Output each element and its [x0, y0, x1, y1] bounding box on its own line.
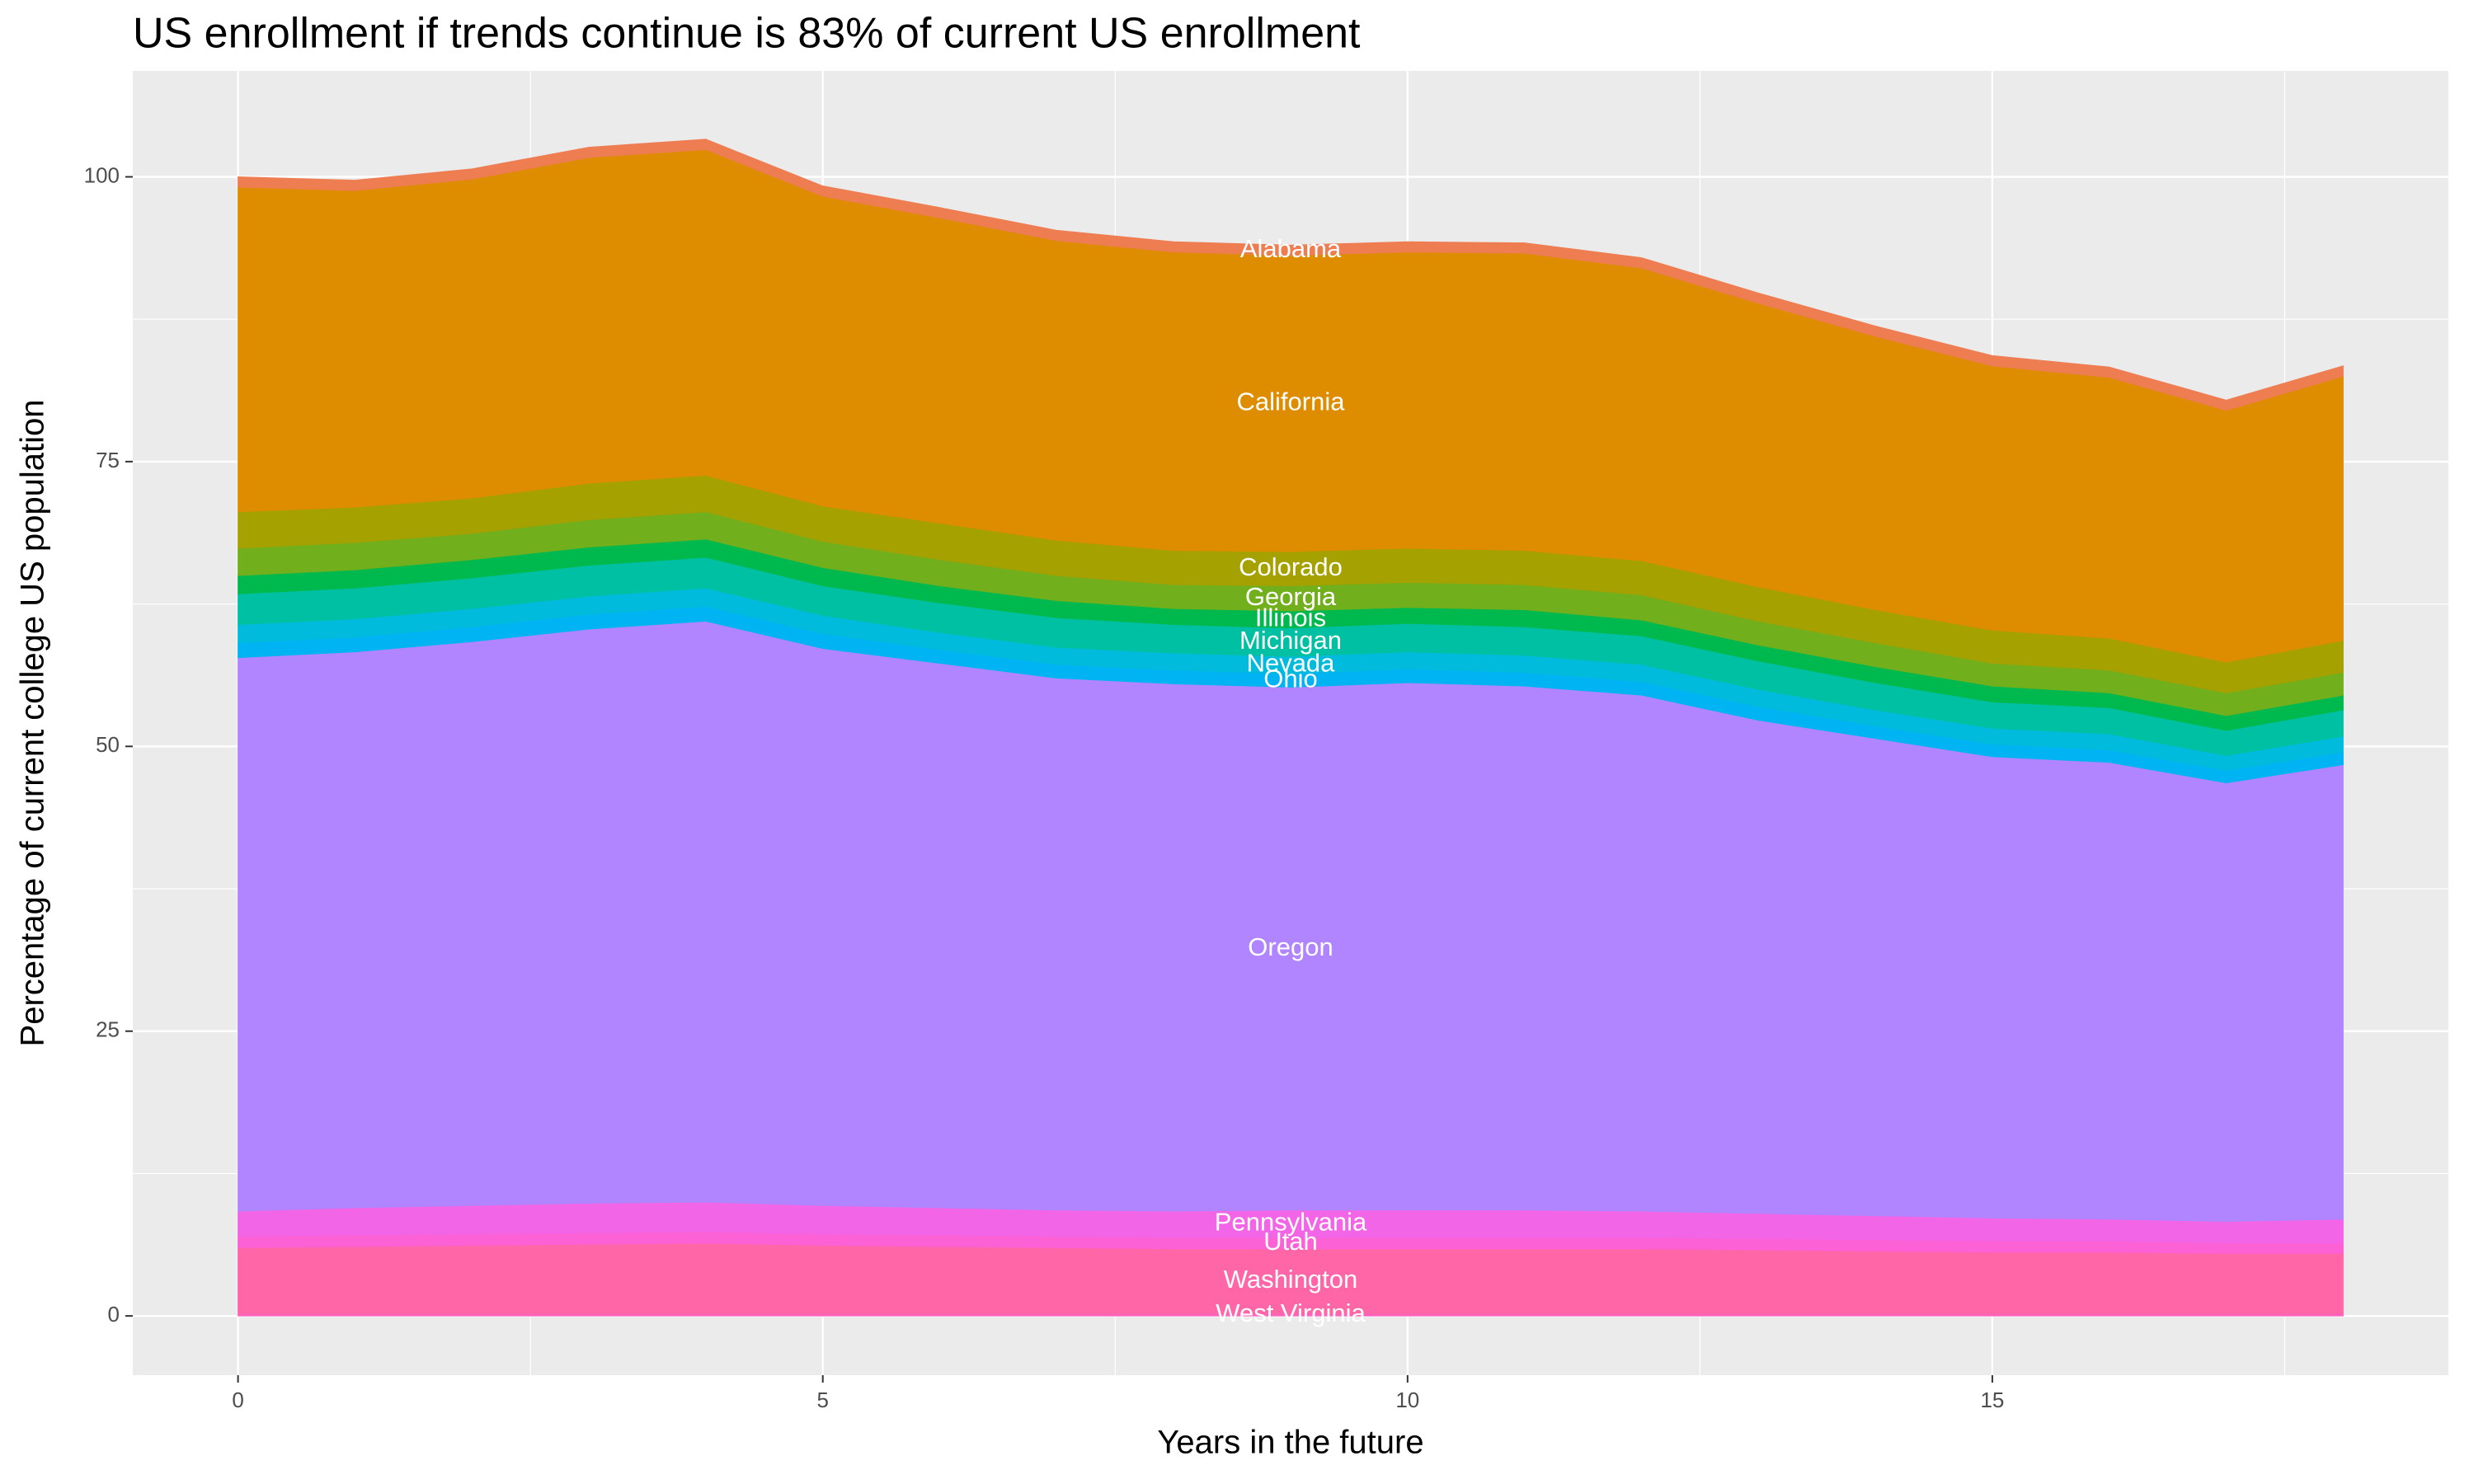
axes: 0 25 50 75 100 0 5 10 15: [84, 162, 2005, 1412]
x-tick-label: 10: [1395, 1388, 1419, 1412]
area-label: Oregon: [1248, 932, 1333, 961]
area-label: Michigan: [1239, 626, 1342, 655]
area-label: California: [1237, 387, 1346, 416]
areas: [238, 139, 2344, 1317]
area: [238, 139, 2344, 411]
area-label: West Virginia: [1216, 1298, 1366, 1327]
area-label: Washington: [1224, 1265, 1358, 1294]
x-tick-label: 5: [816, 1388, 828, 1412]
x-axis-title: Years in the future: [1157, 1425, 1423, 1461]
area-label: Utah: [1263, 1227, 1317, 1256]
y-tick-label: 75: [96, 448, 120, 472]
y-tick-label: 0: [108, 1302, 120, 1327]
area-label: Pennsylvania: [1215, 1207, 1367, 1236]
area-label: Nevada: [1247, 649, 1336, 678]
area-label: Georgia: [1245, 582, 1337, 611]
y-axis-title: Percentage of current college US populat…: [15, 400, 51, 1047]
y-tick-label: 25: [96, 1017, 120, 1042]
area-label: Ohio: [1263, 664, 1317, 693]
x-tick-label: 15: [1980, 1388, 2004, 1412]
area-label: Alabama: [1240, 234, 1342, 263]
y-tick-label: 50: [96, 732, 120, 757]
area-label: Illinois: [1255, 603, 1326, 632]
x-tick-label: 0: [232, 1388, 243, 1412]
area-label: Colorado: [1239, 552, 1343, 581]
chart-title: US enrollment if trends continue is 83% …: [133, 10, 1361, 58]
y-tick-label: 100: [84, 162, 120, 187]
